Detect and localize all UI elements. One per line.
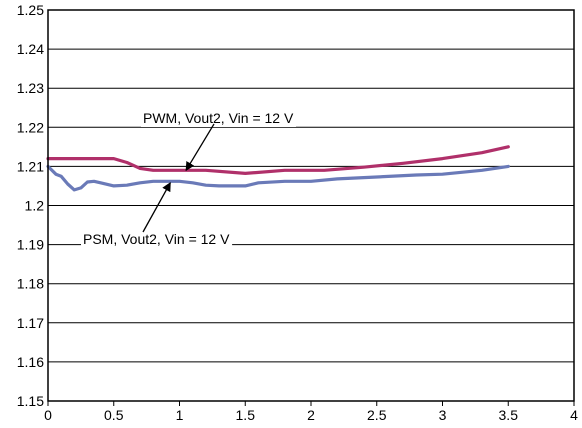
- annotation-arrow: [185, 123, 215, 172]
- y-tick-label: 1.18: [17, 276, 44, 292]
- y-axis-tick-labels: 1.15 1.16 1.17 1.18 1.19 1.2 1.21 1.22 1.23 1.24 1…: [17, 2, 44, 409]
- y-tick-label: 1.19: [17, 237, 44, 253]
- annotation-label-background: [81, 230, 233, 248]
- annotation-label-pwm: PWM, Vout2, Vin = 12 V: [143, 110, 294, 126]
- x-tick-label: 2.5: [367, 407, 387, 423]
- annotation-arrow: [142, 182, 171, 233]
- x-axis-tick-labels: 0 0.5 1 1.5 2 2.5 3 3.5 4: [44, 401, 578, 423]
- annotations: PWM, Vout2, Vin = 12 V PSM, Vout2, Vin = …: [81, 109, 296, 248]
- y-tick-label: 1.22: [17, 119, 44, 135]
- data-series: [46, 145, 510, 192]
- y-tick-label: 1.21: [17, 158, 44, 174]
- x-tick-label: 2: [307, 407, 315, 423]
- plot-area-border: [47, 9, 575, 402]
- y-tick-label: 1.25: [17, 2, 44, 18]
- annotation-label-psm: PSM, Vout2, Vin = 12 V: [83, 231, 230, 247]
- gridlines: [48, 48, 574, 363]
- y-tick-label: 1.2: [25, 198, 45, 214]
- y-tick-label: 1.17: [17, 315, 44, 331]
- y-tick-label: 1.15: [17, 393, 44, 409]
- x-tick-label: 0: [44, 407, 52, 423]
- y-tick-label: 1.23: [17, 80, 44, 96]
- x-tick-label: 1: [176, 407, 184, 423]
- x-tick-label: 0.5: [104, 407, 124, 423]
- y-tick-label: 1.24: [17, 41, 44, 57]
- series-line-pwm: [46, 145, 510, 175]
- x-tick-label: 1.5: [236, 407, 256, 423]
- x-tick-label: 3: [439, 407, 447, 423]
- annotation-label-background: [141, 109, 296, 127]
- x-tick-label: 3.5: [499, 407, 519, 423]
- series-line-psm: [46, 164, 510, 192]
- y-tick-label: 1.16: [17, 354, 44, 370]
- x-tick-label: 4: [570, 407, 578, 423]
